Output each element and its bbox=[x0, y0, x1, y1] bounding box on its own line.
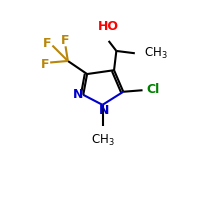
Text: N: N bbox=[99, 104, 109, 117]
Text: F: F bbox=[43, 37, 51, 50]
Text: CH$_3$: CH$_3$ bbox=[91, 133, 114, 148]
Text: F: F bbox=[61, 34, 70, 47]
Text: CH$_3$: CH$_3$ bbox=[144, 46, 168, 61]
Text: N: N bbox=[73, 88, 83, 101]
Text: HO: HO bbox=[98, 20, 119, 33]
Text: F: F bbox=[40, 58, 49, 71]
Text: Cl: Cl bbox=[146, 83, 160, 96]
